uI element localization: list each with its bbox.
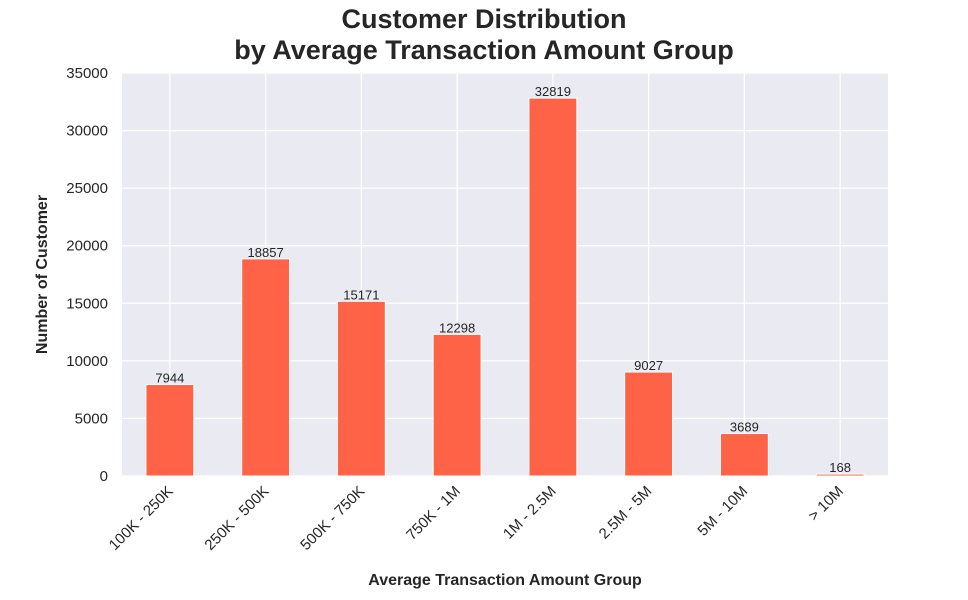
bar <box>145 384 195 477</box>
x-tick-label: > 10M <box>805 483 847 525</box>
data-labels: 7944 18857 15171 12298 32819 9027 3689 168 <box>155 84 851 475</box>
chart-title-line-2: by Average Transaction Amount Group <box>234 35 734 65</box>
x-tick-label: 750K - 1M <box>403 483 464 544</box>
y-tick-label: 30000 <box>66 123 108 140</box>
y-tick-label: 15000 <box>66 295 108 312</box>
bar-value-label: 7944 <box>155 371 184 386</box>
bar <box>719 433 769 477</box>
bar-value-label: 18857 <box>248 245 284 260</box>
y-tick-label: 20000 <box>66 238 108 255</box>
x-tick-label: 100K - 250K <box>106 483 177 554</box>
bar-value-label: 3689 <box>730 420 759 435</box>
bar <box>336 300 386 477</box>
x-tick-label: 500K - 750K <box>297 483 368 554</box>
x-axis-ticks: 100K - 250K 250K - 500K 500K - 750K 750K - … <box>106 483 847 554</box>
x-tick-label: 1M - 2.5M <box>500 483 560 543</box>
x-tick-label: 2.5M - 5M <box>596 483 656 543</box>
bar <box>241 258 291 477</box>
bar-value-label: 32819 <box>535 84 571 99</box>
y-axis-title: Number of Customer <box>34 195 51 354</box>
x-axis-title: Average Transaction Amount Group <box>368 572 642 589</box>
chart-title-line-1: Customer Distribution <box>341 4 627 34</box>
grid-lines <box>122 72 888 477</box>
x-tick-label: 5M - 10M <box>694 483 751 540</box>
bar <box>815 473 865 477</box>
y-tick-label: 35000 <box>66 65 108 82</box>
y-tick-label: 25000 <box>66 180 108 197</box>
y-axis-ticks: 0 5000 10000 15000 20000 25000 30000 35000 <box>66 65 108 485</box>
bar-value-label: 12298 <box>439 320 475 335</box>
bar <box>432 333 482 477</box>
plot-area <box>122 73 888 476</box>
y-tick-label: 10000 <box>66 353 108 370</box>
chart-title: Customer Distribution by Average Transac… <box>0 4 968 66</box>
bars <box>145 97 865 477</box>
x-tick-label: 250K - 500K <box>201 483 272 554</box>
y-tick-label: 5000 <box>75 410 108 427</box>
bar-value-label: 15171 <box>343 287 379 302</box>
bar <box>528 97 578 477</box>
bar <box>624 371 674 477</box>
bar-value-label: 9027 <box>634 358 663 373</box>
bar-value-label: 168 <box>829 460 851 475</box>
y-tick-label: 0 <box>100 468 108 485</box>
